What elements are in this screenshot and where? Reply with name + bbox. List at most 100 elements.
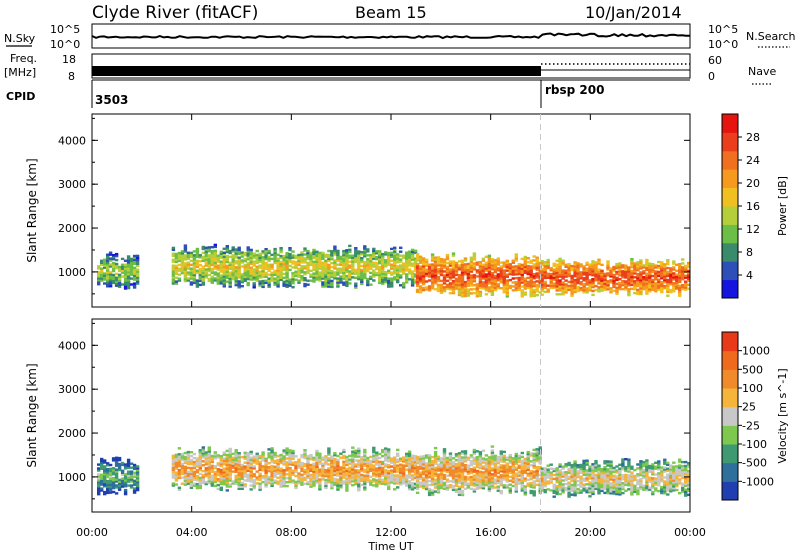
power-echo-cell: [552, 262, 556, 265]
power-echo-cell: [621, 264, 625, 267]
power-echo-cell: [327, 253, 331, 257]
power-echo-cell: [366, 258, 370, 261]
power-echo-cell: [552, 278, 556, 281]
power-echo-cell: [372, 269, 376, 272]
power-echo-cell: [642, 285, 646, 289]
velocity-echo-cell: [189, 484, 194, 487]
power-echo-cell: [645, 276, 649, 279]
power-echo-cell: [540, 262, 544, 265]
power-echo-cell: [487, 270, 492, 273]
velocity-echo-cell: [407, 450, 412, 453]
power-echo-cell: [558, 283, 562, 286]
power-echo-cell: [663, 271, 667, 274]
power-echo-cell: [606, 260, 610, 263]
velocity-echo-cell: [306, 480, 310, 484]
velocity-echo-cell: [171, 484, 176, 487]
power-echo-cell: [606, 272, 610, 275]
velocity-echo-cell: [410, 476, 415, 479]
velocity-echo-cell: [555, 488, 559, 492]
velocity-echo-cell: [402, 474, 406, 477]
power-echo-cell: [463, 267, 468, 270]
velocity-echo-cell: [225, 449, 229, 453]
velocity-echo-cell: [330, 467, 334, 470]
power-echo-cell: [261, 262, 265, 265]
power-echo-cell: [399, 284, 403, 287]
velocity-echo-cell: [363, 454, 367, 458]
power-echo-cell: [460, 281, 465, 284]
velocity-echo-cell: [424, 454, 429, 457]
power-echo-cell: [306, 251, 310, 255]
power-echo-cell: [330, 283, 334, 287]
velocity-echo-cell: [189, 468, 194, 472]
velocity-echo-cell: [342, 448, 346, 452]
velocity-echo-cell: [282, 455, 286, 458]
velocity-echo-cell: [255, 476, 259, 479]
velocity-echo-cell: [306, 468, 310, 472]
velocity-echo-cell: [523, 463, 527, 466]
velocity-echo-cell: [558, 481, 562, 484]
power-echo-cell: [535, 264, 539, 267]
velocity-echo-cell: [192, 466, 197, 470]
velocity-echo-cell: [288, 459, 292, 462]
power-echo-cell: [396, 255, 400, 258]
power-echo-cell: [342, 253, 346, 257]
power-echo-cell: [201, 245, 205, 249]
velocity-echo-cell: [246, 467, 250, 471]
power-echo-cell: [240, 277, 244, 280]
velocity-echo-cell: [291, 469, 295, 472]
power-echo-cell: [315, 250, 319, 253]
power-echo-cell: [348, 244, 352, 248]
power-echo-cell: [321, 257, 325, 260]
velocity-echo-cell: [478, 476, 483, 479]
power-echo-cell: [669, 273, 673, 276]
power-echo-cell: [339, 257, 343, 260]
power-echo-cell: [258, 264, 262, 267]
power-echo-cell: [657, 288, 661, 291]
power-echo-cell: [472, 252, 477, 255]
power-echo-cell: [469, 262, 474, 265]
velocity-echo-cell: [129, 472, 134, 475]
power-echo-cell: [312, 272, 316, 275]
power-echo-cell: [273, 261, 277, 265]
power-echo-cell: [481, 265, 486, 268]
power-echo-cell: [324, 265, 328, 268]
velocity-echo-cell: [573, 460, 577, 463]
power-echo-cell: [511, 265, 515, 268]
power-echo-cell: [442, 278, 447, 281]
velocity-echo-cell: [327, 475, 331, 478]
power-echo-cell: [496, 269, 500, 272]
power-echo-cell: [505, 291, 509, 294]
velocity-echo-cell: [427, 493, 432, 497]
power-echo-cell: [120, 257, 125, 261]
power-echo-cell: [276, 257, 280, 260]
velocity-echo-cell: [312, 484, 316, 487]
power-echo-cell: [415, 266, 420, 270]
velocity-echo-cell: [436, 463, 441, 466]
power-echo-cell: [174, 264, 179, 268]
power-echo-cell: [511, 285, 515, 288]
velocity-echo-cell: [261, 459, 265, 462]
velocity-echo-cell: [451, 463, 456, 466]
power-echo-cell: [189, 263, 194, 266]
power-echo-cell: [520, 285, 524, 288]
power-echo-cell: [451, 285, 456, 289]
power-echo-cell: [561, 273, 565, 276]
velocity-echo-cell: [267, 469, 271, 473]
velocity-echo-cell: [360, 483, 364, 487]
power-echo-cell: [330, 285, 334, 289]
power-echo-cell: [100, 275, 104, 278]
velocity-echo-cell: [103, 479, 107, 482]
velocity-echo-cell: [351, 458, 355, 461]
velocity-echo-cell: [282, 451, 286, 454]
power-echo-cell: [493, 276, 498, 280]
noise-left-tick-top: 10^5: [50, 23, 80, 36]
velocity-echo-cell: [478, 464, 483, 468]
power-echo-cell: [357, 270, 361, 273]
velocity-echo-cell: [478, 478, 483, 481]
power-echo-cell: [654, 274, 658, 277]
velocity-echo-cell: [177, 464, 182, 468]
power-echo-cell: [663, 277, 667, 280]
velocity-echo-cell: [442, 450, 447, 453]
power-echo-cell: [445, 267, 450, 271]
velocity-echo-cell: [529, 460, 533, 463]
